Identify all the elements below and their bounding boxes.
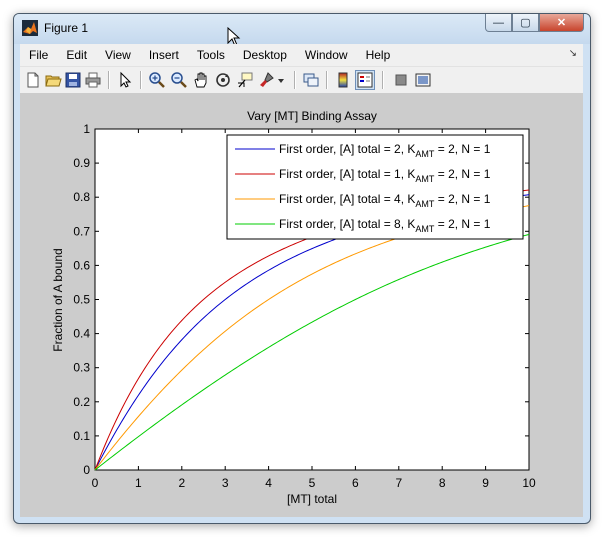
legend-entry-label: First order, [A] total = 1, KAMT = 2, N … [279,167,491,184]
y-tick-label: 1 [83,122,90,136]
x-tick-label: 2 [178,476,185,490]
menu-tools[interactable]: Tools [196,48,225,62]
menu-edit[interactable]: Edit [66,48,88,62]
y-tick-label: 0.5 [73,293,90,307]
y-tick-label: 0.1 [73,429,90,443]
link-plot-icon[interactable] [302,71,320,89]
y-tick-label: 0.2 [73,395,90,409]
figure-canvas: Vary [MT] Binding Assay [MT] total Fract… [20,93,583,517]
save-icon[interactable] [64,71,82,89]
toolbar-separator [294,71,296,89]
y-tick-label: 0.4 [73,327,90,341]
y-tick-label: 0.7 [73,224,90,238]
print-icon[interactable] [84,71,102,89]
colorbar-icon[interactable] [334,71,352,89]
chart-title: Vary [MT] Binding Assay [247,109,377,123]
toolbar-separator [326,71,328,89]
x-tick-label: 4 [265,476,272,490]
zoom-out-icon[interactable] [170,71,188,89]
pan-hand-icon[interactable] [192,71,210,89]
maximize-icon: ▢ [520,17,531,29]
rotate-3d-icon[interactable] [214,71,232,89]
legend-entry-label: First order, [A] total = 4, KAMT = 2, N … [279,192,491,209]
menu-desktop[interactable]: Desktop [242,48,287,62]
matlab-logo-icon [22,20,38,36]
x-tick-label: 3 [222,476,229,490]
show-plot-tools-icon[interactable] [414,71,432,89]
y-tick-label: 0 [83,463,90,477]
menu-bar: File Edit View Insert Tools Desktop Wind… [20,44,583,66]
close-button[interactable]: ✕ [539,14,584,32]
minimize-button[interactable]: — [485,14,512,32]
open-file-icon[interactable] [44,71,62,89]
x-tick-label: 9 [482,476,489,490]
legend-entry-label: First order, [A] total = 2, KAMT = 2, N … [279,142,491,159]
menu-view[interactable]: View [105,48,131,62]
x-tick-label: 6 [352,476,359,490]
edit-plot-arrow-icon[interactable] [116,71,134,89]
x-tick-label: 0 [92,476,99,490]
hide-plot-tools-icon[interactable] [392,71,410,89]
brush-dropdown-icon[interactable] [276,71,286,89]
toolbar-separator [108,71,110,89]
y-tick-label: 0.8 [73,190,90,204]
legend-entry-label: First order, [A] total = 8, KAMT = 2, N … [279,217,491,234]
toolbar-separator [382,71,384,89]
y-tick-label: 0.3 [73,361,90,375]
menu-window[interactable]: Window [304,48,348,62]
menu-help[interactable]: Help [365,48,391,62]
minimize-icon: — [493,16,504,29]
maximize-button[interactable]: ▢ [512,14,539,32]
window-title: Figure 1 [44,21,89,35]
figure-window: Figure 1 — ▢ ✕ File Edit View Insert Too… [13,13,591,524]
y-axis-label: Fraction of A bound [51,248,65,351]
y-tick-label: 0.9 [73,156,90,170]
toolbar-separator [140,71,142,89]
legend-box[interactable] [226,134,524,240]
dock-arrow-icon[interactable]: ↘ [568,48,577,59]
x-tick-label: 7 [395,476,402,490]
close-icon: ✕ [556,17,567,29]
figure-toolbar [20,66,583,94]
x-tick-label: 1 [135,476,142,490]
x-tick-label: 8 [439,476,446,490]
series-line-4 [94,233,530,471]
brush-icon[interactable] [258,71,276,89]
data-cursor-icon[interactable] [236,71,254,89]
y-tick-label: 0.6 [73,258,90,272]
legend-icon[interactable] [355,70,375,90]
x-tick-label: 10 [522,476,536,490]
zoom-in-icon[interactable] [148,71,166,89]
x-axis-label: [MT] total [287,492,337,506]
new-figure-icon[interactable] [24,71,42,89]
x-tick-label: 5 [309,476,316,490]
title-bar[interactable]: Figure 1 — ▢ ✕ [14,14,590,47]
plot-svg: Vary [MT] Binding Assay [MT] total Fract… [51,109,536,506]
menu-insert[interactable]: Insert [148,48,179,62]
menu-file[interactable]: File [29,48,49,62]
